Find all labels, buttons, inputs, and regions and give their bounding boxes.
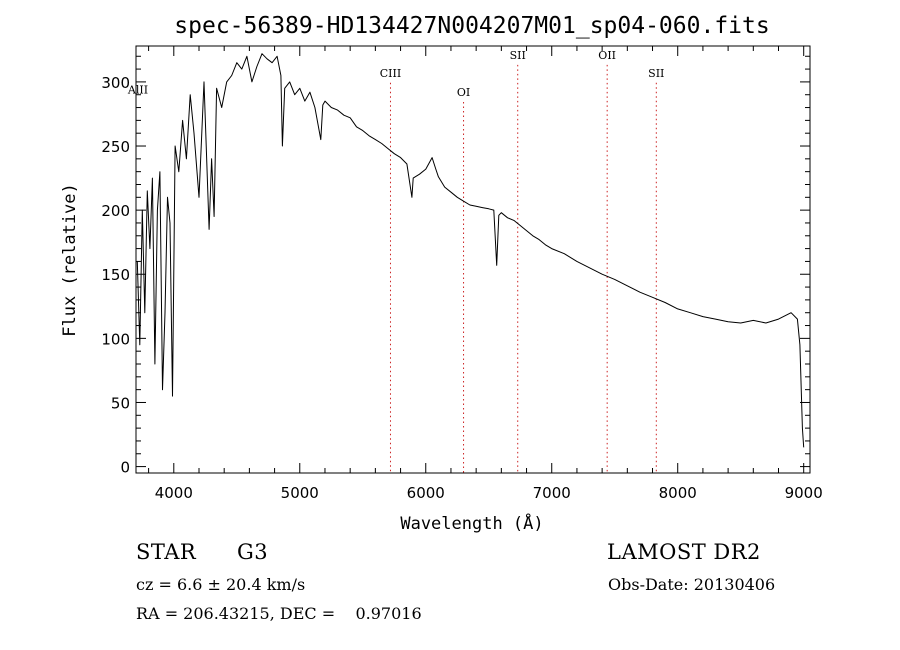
subclass: G3 [237, 540, 269, 564]
line-marker-label: OII [598, 49, 616, 62]
spectrum-series-line-0 [136, 53, 805, 448]
plot-layer: AlII CIII OI SII OII SII 4000 5000 6000 7000 8000 9… [101, 46, 823, 502]
survey-name: LAMOST DR2 [607, 540, 761, 564]
obs-date: Obs-Date: 20130406 [608, 575, 776, 594]
coordinates: RA = 206.43215, DEC = 0.97016 [136, 604, 422, 623]
x-tick-label: 7000 [533, 484, 571, 502]
y-tick-label: 100 [101, 330, 130, 348]
object-type: STAR [136, 540, 197, 564]
redshift-info: cz = 6.6 ± 20.4 km/s [136, 575, 306, 594]
line-marker-label: AlII [127, 83, 148, 96]
y-tick-label: 300 [101, 74, 130, 92]
x-tick-label: 4000 [155, 484, 193, 502]
line-marker-label: SII [510, 49, 526, 62]
plot-frame [135, 45, 811, 474]
x-tick-label: 8000 [659, 484, 697, 502]
y-tick-label: 50 [111, 394, 130, 412]
line-marker-label: OI [457, 86, 470, 99]
y-tick-label: 0 [120, 459, 130, 477]
chart-title: spec-56389-HD134427N004207M01_sp04-060.f… [174, 13, 769, 39]
x-tick-label: 6000 [407, 484, 445, 502]
y-tick-label: 200 [101, 202, 130, 220]
line-marker-label: SII [648, 67, 664, 80]
y-axis-label: Flux (relative) [60, 183, 80, 337]
y-tick-label: 250 [101, 138, 130, 156]
x-axis-label: Wavelength (Å) [400, 512, 543, 534]
x-tick-label: 9000 [785, 484, 823, 502]
x-tick-label: 5000 [281, 484, 319, 502]
line-marker-label: CIII [380, 67, 401, 80]
y-tick-label: 150 [101, 266, 130, 284]
